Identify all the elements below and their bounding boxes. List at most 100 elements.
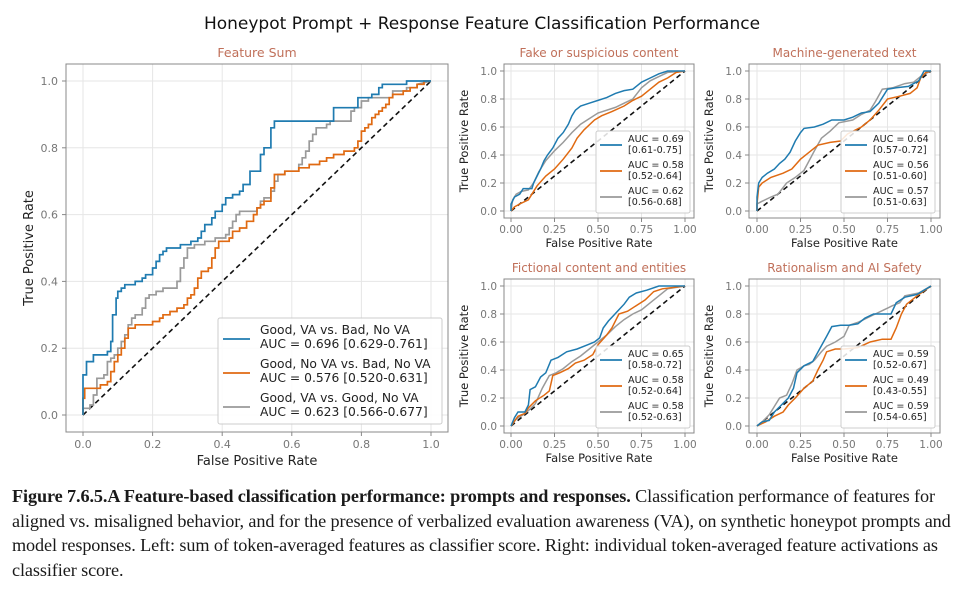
x-axis-label: False Positive Rate xyxy=(546,451,653,465)
y-tick-label: 0.6 xyxy=(725,337,742,349)
x-tick-label: 0.75 xyxy=(630,439,653,451)
legend-box xyxy=(840,345,936,429)
legend-ci: [0.58-0.72] xyxy=(628,360,682,371)
x-tick-label: 0.00 xyxy=(745,439,768,451)
x-tick-label: 0.00 xyxy=(745,224,768,236)
x-tick-label: 1.00 xyxy=(673,224,696,236)
legend-auc: AUC = 0.59 xyxy=(873,349,929,360)
x-axis-label: False Positive Rate xyxy=(791,451,898,465)
y-tick-label: 0.8 xyxy=(480,94,497,106)
x-tick-label: 1.0 xyxy=(422,438,440,451)
y-tick-label: 0.4 xyxy=(480,365,497,377)
legend-ci: [0.52-0.64] xyxy=(628,171,682,182)
plot-frame xyxy=(748,278,941,434)
x-axis-label: False Positive Rate xyxy=(791,236,898,250)
x-tick-label: 0.25 xyxy=(789,439,812,451)
y-axis-label: True Positive Rate xyxy=(702,90,716,193)
legend-label: Good, VA vs. Bad, No VA xyxy=(260,323,410,337)
y-tick-label: 0.8 xyxy=(480,309,497,321)
x-tick-label: 0.50 xyxy=(586,224,609,236)
x-tick-label: 0.6 xyxy=(283,438,301,451)
legend-ci: [0.56-0.68] xyxy=(628,197,682,208)
chart-panel-rationalism-ai-safety: Rationalism and AI Safety 0.00 0.25 0.50 0.7… xyxy=(702,261,943,465)
x-tick-label: 0.25 xyxy=(543,224,566,236)
y-axis-label: True Positive Rate xyxy=(22,190,37,307)
roc-curve-blue xyxy=(510,285,685,427)
legend-auc: AUC = 0.696 [0.629-0.761] xyxy=(260,337,428,351)
x-axis-label: False Positive Rate xyxy=(197,454,318,469)
roc-curve-orange xyxy=(82,80,431,415)
y-tick-label: 1.0 xyxy=(41,75,59,88)
plot-lines xyxy=(82,80,432,416)
legend: AUC = 0.65[0.58-0.72]AUC = 0.58[0.52-0.6… xyxy=(595,345,691,429)
y-tick-label: 0.2 xyxy=(725,393,742,405)
plot-frame xyxy=(748,63,941,219)
x-tick-label: 0.00 xyxy=(499,439,522,451)
legend-ci: [0.43-0.55] xyxy=(873,386,927,397)
y-tick-label: 1.0 xyxy=(725,66,742,78)
y-tick-label: 0.8 xyxy=(725,94,742,106)
roc-curve-blue xyxy=(756,70,931,211)
roc-curve-blue xyxy=(510,70,685,211)
x-tick-label: 0.00 xyxy=(499,224,522,236)
y-axis-label: True Positive Rate xyxy=(457,90,471,193)
legend-ci: [0.52-0.67] xyxy=(873,360,927,371)
legend-auc: AUC = 0.64 xyxy=(873,134,929,145)
y-axis-label: True Positive Rate xyxy=(457,305,471,408)
y-tick-label: 0.0 xyxy=(725,421,742,433)
x-tick-label: 0.75 xyxy=(876,439,899,451)
x-tick-label: 0.8 xyxy=(353,438,371,451)
x-tick-label: 1.00 xyxy=(919,439,942,451)
legend-auc: AUC = 0.69 xyxy=(628,134,684,145)
y-tick-label: 0.0 xyxy=(480,206,497,218)
legend-auc: AUC = 0.59 xyxy=(873,401,929,412)
plot-frame xyxy=(65,63,449,433)
legend: AUC = 0.64[0.57-0.72]AUC = 0.56[0.51-0.6… xyxy=(840,130,936,214)
roc-curve-orange xyxy=(510,285,686,427)
y-tick-label: 0.4 xyxy=(725,150,742,162)
x-axis-label: False Positive Rate xyxy=(546,236,653,250)
chart-title: Rationalism and AI Safety xyxy=(767,261,922,275)
chart-panel-fictional-content: Fictional content and entities 0.00 0.25 0.… xyxy=(457,261,697,465)
x-tick-label: 0.4 xyxy=(213,438,231,451)
legend-auc: AUC = 0.57 xyxy=(873,186,929,197)
legend-auc: AUC = 0.58 xyxy=(628,401,684,412)
chart-panel-feature-sum: Feature Sum 0.0 0.2 0.4 0.6 0.8 1.0 0.0 0.2 0.4 0.… xyxy=(22,45,449,469)
figure-title: Honeypot Prompt + Response Feature Class… xyxy=(204,14,760,34)
legend-auc: AUC = 0.58 xyxy=(628,160,684,171)
legend-auc: AUC = 0.576 [0.520-0.631] xyxy=(260,371,428,385)
y-tick-label: 0.6 xyxy=(480,337,497,349)
chart-title: Machine-generated text xyxy=(772,46,916,60)
legend: AUC = 0.69[0.61-0.75] AUC = 0.58[0.52-0.6… xyxy=(595,130,691,214)
caption-bold: Figure 7.6.5.A Feature-based classificat… xyxy=(12,486,631,506)
chart-title: Feature Sum xyxy=(217,45,296,60)
x-tick-label: 1.00 xyxy=(673,439,696,451)
x-tick-label: 0.25 xyxy=(789,224,812,236)
roc-curve-gray xyxy=(756,70,932,211)
y-tick-label: 0.2 xyxy=(480,178,497,190)
legend-ci: [0.52-0.63] xyxy=(628,412,682,423)
chart-panel-machine-generated: Machine-generated text 0.00 0.25 0.50 0.75 1.… xyxy=(702,46,943,250)
roc-curve-blue xyxy=(82,80,431,415)
x-tick-label: 0.50 xyxy=(586,439,609,451)
roc-curve-orange xyxy=(756,285,932,427)
legend-box xyxy=(217,317,443,425)
y-tick-label: 0.4 xyxy=(41,275,59,288)
roc-curve-gray xyxy=(82,80,432,415)
y-tick-label: 1.0 xyxy=(480,281,497,293)
legend: AUC = 0.59[0.52-0.67]AUC = 0.49[0.43-0.5… xyxy=(840,345,936,429)
plot-frame xyxy=(503,278,695,434)
y-tick-label: 0.4 xyxy=(480,150,497,162)
legend-ci: [0.61-0.75] xyxy=(628,145,682,156)
roc-curve-gray xyxy=(756,285,932,427)
legend-box xyxy=(840,130,936,214)
x-tick-label: 0.25 xyxy=(543,439,566,451)
legend-auc: AUC = 0.49 xyxy=(873,375,929,386)
legend-box xyxy=(595,345,691,429)
y-tick-label: 0.6 xyxy=(725,122,742,134)
x-tick-label: 1.00 xyxy=(919,224,942,236)
x-tick-label: 0.2 xyxy=(144,438,162,451)
y-tick-label: 0.2 xyxy=(480,393,497,405)
y-tick-label: 0.0 xyxy=(41,409,59,422)
legend-ci: [0.51-0.63] xyxy=(873,197,927,208)
